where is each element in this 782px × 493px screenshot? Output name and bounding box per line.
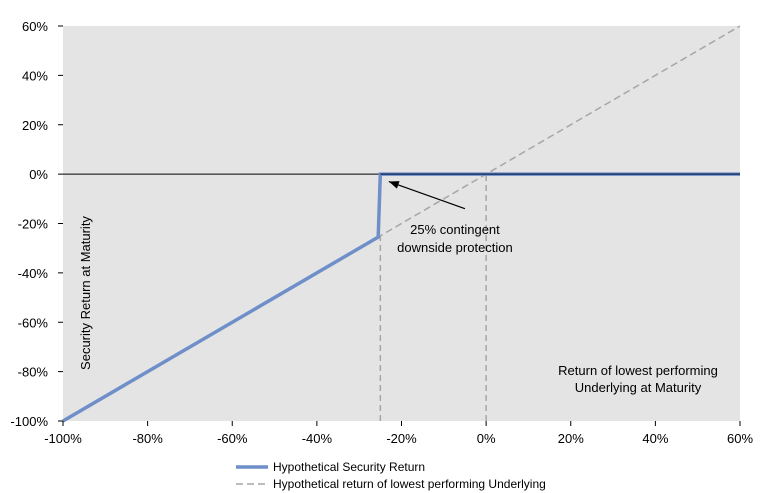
x-tick-label: 0% [477, 431, 496, 446]
y-tick-label: -40% [18, 266, 49, 281]
x-tick-label: -60% [217, 431, 248, 446]
x-tick-label: -20% [386, 431, 417, 446]
legend: Hypothetical Security Return Hypothetical… [236, 460, 546, 491]
y-tick-label: 20% [22, 118, 48, 133]
annotation-arrow [388, 180, 466, 210]
x-tick-label: 60% [727, 431, 753, 446]
reference-lines [379, 174, 487, 421]
x-tick-label: 40% [642, 431, 668, 446]
x-axis-title-line-2: Underlying at Maturity [575, 380, 702, 395]
y-tick-label: 0% [29, 167, 48, 182]
x-tick-label: -40% [302, 431, 333, 446]
annotation-line-2: downside protection [397, 240, 513, 255]
x-axis-title-line-1: Return of lowest performing [558, 363, 718, 378]
x-axis-ticks: -100% -80% -60% -40% -20% 0% 20% 40% 60% [44, 421, 753, 446]
y-tick-label: -20% [18, 217, 49, 232]
series-underlying-line [62, 25, 741, 422]
y-tick-label: -60% [18, 315, 49, 330]
x-tick-label: -100% [44, 431, 82, 446]
y-tick-label: -80% [18, 365, 49, 380]
legend-label-2: Hypothetical return of lowest performing… [273, 477, 546, 491]
y-axis-title: Security Return at Maturity [78, 216, 93, 370]
y-tick-label: 40% [22, 68, 48, 83]
x-tick-label: 20% [558, 431, 584, 446]
y-tick-label: 60% [22, 19, 48, 34]
annotation: 25% contingent downside protection [388, 180, 513, 255]
annotation-arrowhead [388, 181, 400, 189]
y-axis-ticks: -100% -80% -60% -40% -20% 0% 20% 40% 60% [10, 19, 63, 429]
series-layer [62, 25, 741, 423]
x-tick-label: -80% [132, 431, 163, 446]
legend-label-1: Hypothetical Security Return [273, 460, 425, 474]
annotation-line-1: 25% contingent [410, 222, 500, 237]
y-tick-label: -100% [10, 414, 48, 429]
